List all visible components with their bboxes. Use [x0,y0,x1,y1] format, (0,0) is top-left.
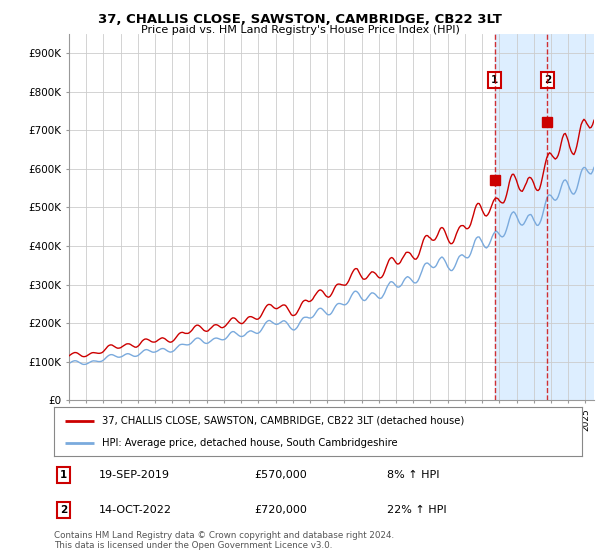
Text: 14-OCT-2022: 14-OCT-2022 [99,505,172,515]
Text: Contains HM Land Registry data © Crown copyright and database right 2024.
This d: Contains HM Land Registry data © Crown c… [54,531,394,550]
Text: 1: 1 [491,75,498,85]
Text: 2: 2 [544,75,551,85]
Text: 22% ↑ HPI: 22% ↑ HPI [386,505,446,515]
Text: 1: 1 [60,470,67,480]
Text: 19-SEP-2019: 19-SEP-2019 [99,470,170,480]
Text: 37, CHALLIS CLOSE, SAWSTON, CAMBRIDGE, CB22 3LT: 37, CHALLIS CLOSE, SAWSTON, CAMBRIDGE, C… [98,13,502,26]
Bar [494,34,594,400]
Text: 2: 2 [60,505,67,515]
Text: HPI: Average price, detached house, South Cambridgeshire: HPI: Average price, detached house, Sout… [101,437,397,447]
Text: Price paid vs. HM Land Registry's House Price Index (HPI): Price paid vs. HM Land Registry's House … [140,25,460,35]
Text: 8% ↑ HPI: 8% ↑ HPI [386,470,439,480]
Text: £570,000: £570,000 [254,470,307,480]
Text: £720,000: £720,000 [254,505,308,515]
Text: 37, CHALLIS CLOSE, SAWSTON, CAMBRIDGE, CB22 3LT (detached house): 37, CHALLIS CLOSE, SAWSTON, CAMBRIDGE, C… [101,416,464,426]
